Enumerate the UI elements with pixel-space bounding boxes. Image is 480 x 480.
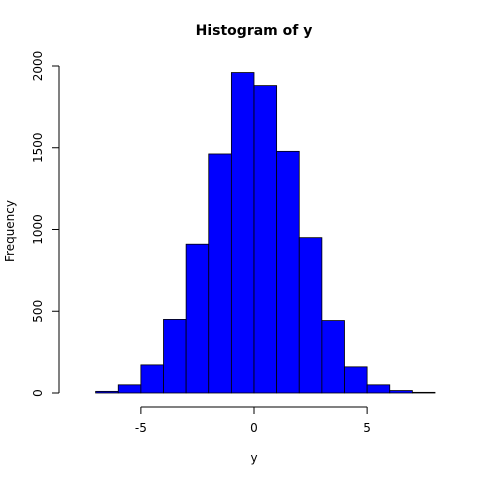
y-tick-label: 1000 [31, 214, 45, 245]
histogram-bar [253, 85, 278, 394]
histogram-bar [366, 384, 391, 394]
histogram-bar [298, 237, 323, 394]
x-tick-label: 5 [363, 421, 371, 435]
x-axis-label: y [250, 451, 257, 465]
histogram-bar [276, 150, 300, 394]
histogram-bar [140, 364, 164, 394]
histogram-bar [95, 390, 119, 394]
histogram-bar [411, 391, 436, 394]
histogram-bar [117, 384, 142, 394]
y-tick-label: 500 [31, 300, 45, 323]
histogram-bar [163, 319, 187, 394]
y-axis: 0 500 1000 1500 2000 [31, 51, 60, 397]
histogram-bar [321, 320, 345, 394]
histogram-bar [230, 72, 255, 394]
x-tick-label: -5 [135, 421, 147, 435]
histogram-bar [389, 390, 413, 394]
x-tick-label: 0 [250, 421, 258, 435]
histogram-bar [344, 366, 368, 394]
histogram-bar [185, 243, 210, 394]
y-tick-label: 1500 [31, 132, 45, 163]
y-tick-label: 2000 [31, 51, 45, 82]
chart-title: Histogram of y [196, 23, 313, 39]
histogram-bar [208, 153, 232, 394]
y-axis-label: Frequency [3, 200, 17, 262]
y-tick-label: 0 [31, 389, 45, 397]
bars-group [95, 72, 436, 394]
x-axis: -5 0 5 [135, 406, 371, 435]
